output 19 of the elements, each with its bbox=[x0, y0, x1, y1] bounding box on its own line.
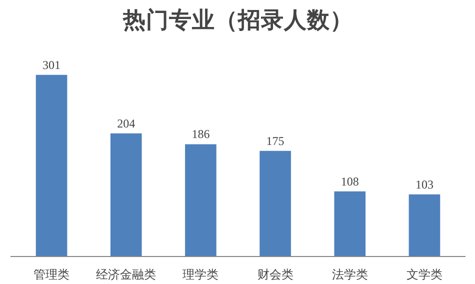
x-tick-label: 经济金融类 bbox=[96, 268, 156, 282]
x-tick-label: 法学类 bbox=[332, 268, 368, 282]
bar bbox=[408, 194, 440, 256]
data-label: 108 bbox=[340, 174, 359, 188]
bar bbox=[185, 144, 216, 256]
x-tick-label: 管理类 bbox=[34, 268, 70, 282]
data-label: 186 bbox=[192, 127, 210, 142]
data-label: 204 bbox=[117, 116, 136, 130]
x-tick-label: 理学类 bbox=[182, 268, 219, 282]
data-label: 175 bbox=[266, 134, 284, 148]
bar bbox=[110, 133, 142, 256]
data-label: 301 bbox=[42, 58, 61, 72]
x-tick-label: 文学类 bbox=[406, 268, 442, 282]
x-tick-label: 财会类 bbox=[257, 268, 294, 282]
bar bbox=[36, 74, 68, 256]
chart-title: 热门专业（招录人数） bbox=[122, 6, 353, 34]
bar bbox=[260, 150, 291, 256]
data-label: 103 bbox=[415, 177, 434, 192]
bar bbox=[334, 191, 366, 256]
